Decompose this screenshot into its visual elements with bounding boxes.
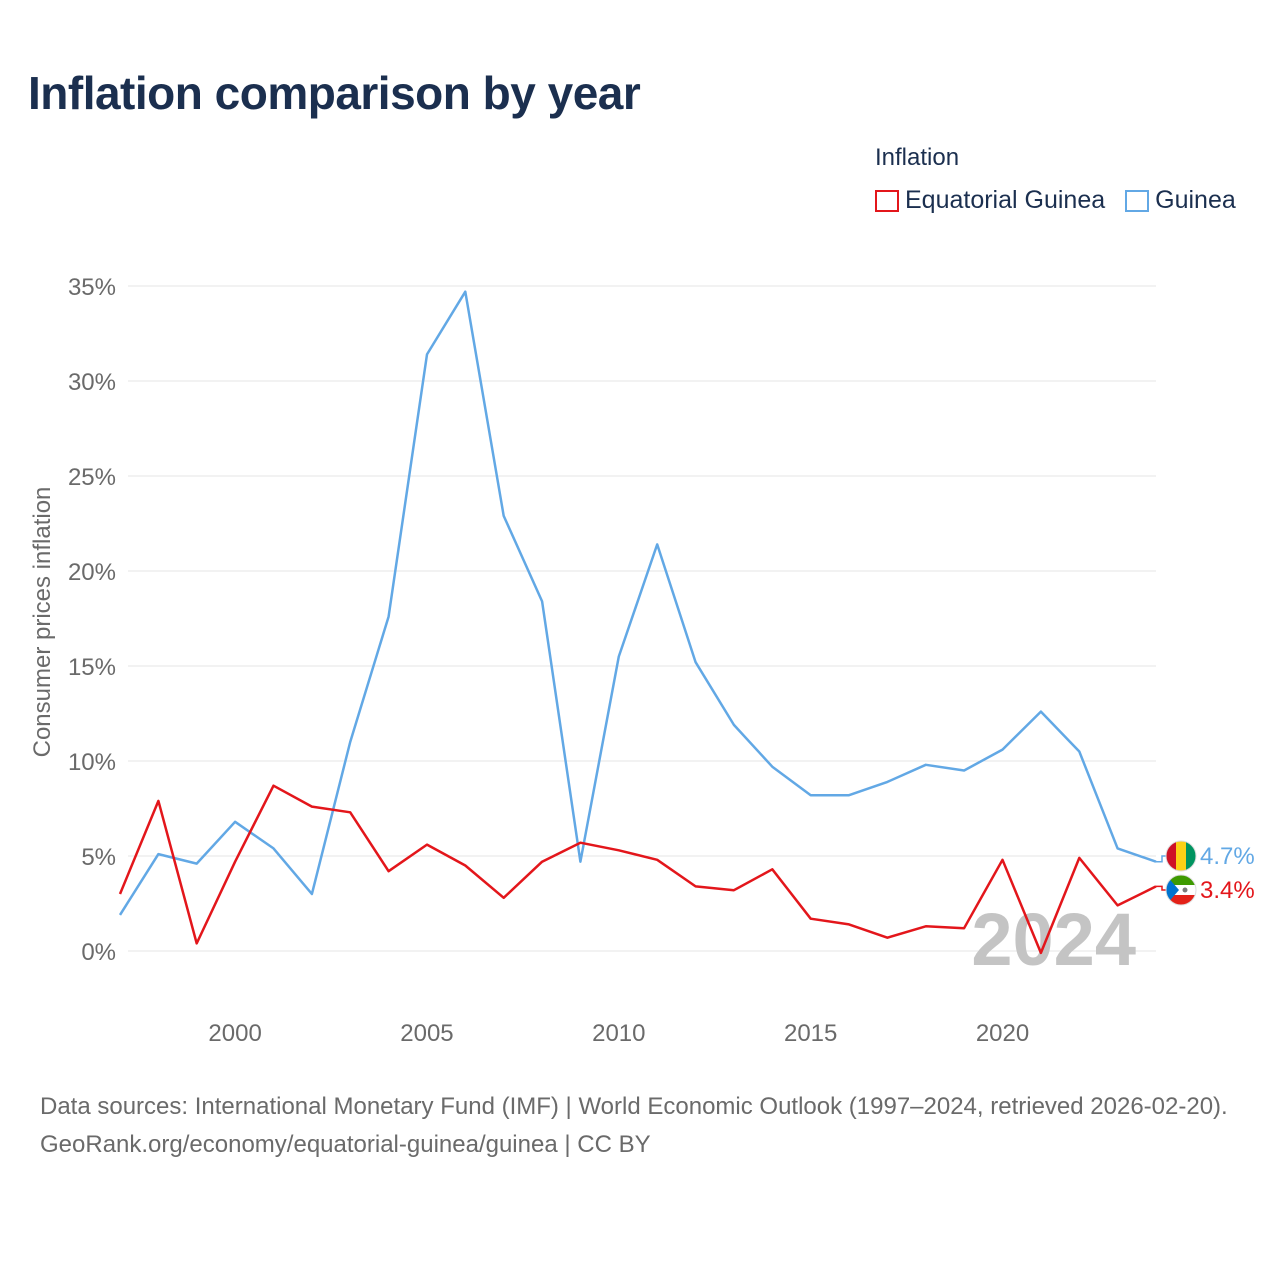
data-point-equatorial-guinea[interactable] — [385, 867, 393, 875]
y-tick-label: 30% — [68, 369, 116, 396]
data-point-guinea[interactable] — [538, 597, 546, 605]
data-point-equatorial-guinea[interactable] — [193, 939, 201, 947]
data-point-guinea[interactable] — [960, 767, 968, 775]
y-axis-label: Consumer prices inflation — [29, 487, 56, 758]
data-point-guinea[interactable] — [730, 721, 738, 729]
data-point-guinea[interactable] — [308, 890, 316, 898]
data-point-equatorial-guinea[interactable] — [845, 920, 853, 928]
y-tick-label: 5% — [81, 844, 116, 871]
year-watermark: 2024 — [971, 898, 1136, 981]
data-point-guinea[interactable] — [615, 653, 623, 661]
data-point-equatorial-guinea[interactable] — [154, 797, 162, 805]
end-value-label-guinea: 4.7% — [1200, 843, 1255, 870]
x-tick-label: 2020 — [976, 1020, 1029, 1047]
data-point-equatorial-guinea[interactable] — [308, 803, 316, 811]
x-tick-label: 2000 — [208, 1020, 261, 1047]
data-point-equatorial-guinea[interactable] — [615, 846, 623, 854]
data-point-guinea[interactable] — [193, 860, 201, 868]
data-point-guinea[interactable] — [461, 288, 469, 296]
grid-lines — [128, 285, 1156, 952]
data-point-guinea[interactable] — [346, 738, 354, 746]
data-point-guinea[interactable] — [883, 778, 891, 786]
end-connector-guinea — [1156, 855, 1166, 863]
series-line-equatorial-guinea[interactable] — [118, 784, 1157, 955]
data-point-equatorial-guinea[interactable] — [883, 934, 891, 942]
x-tick-label: 2005 — [400, 1020, 453, 1047]
legend-swatch-guinea — [1125, 189, 1150, 212]
legend-swatch-equatorial-guinea — [875, 189, 899, 212]
x-tick-label: 2015 — [784, 1020, 837, 1047]
data-point-equatorial-guinea[interactable] — [500, 894, 508, 902]
data-point-guinea[interactable] — [845, 791, 853, 799]
data-point-equatorial-guinea[interactable] — [576, 839, 584, 847]
data-point-guinea[interactable] — [385, 613, 393, 621]
footer: Data sources: International Monetary Fun… — [40, 1088, 1250, 1164]
data-point-equatorial-guinea[interactable] — [768, 865, 776, 873]
data-point-guinea[interactable] — [768, 763, 776, 771]
data-point-equatorial-guinea[interactable] — [922, 922, 930, 930]
data-point-guinea[interactable] — [922, 761, 930, 769]
data-point-guinea[interactable] — [1114, 844, 1122, 852]
legend-label-guinea: Guinea — [1155, 186, 1236, 214]
data-point-guinea[interactable] — [999, 746, 1007, 754]
data-point-equatorial-guinea[interactable] — [960, 924, 968, 932]
data-point-equatorial-guinea[interactable] — [461, 862, 469, 870]
y-axis-ticks: 0% 5% 10% 15% 20% 25% 30% 35% — [68, 274, 116, 966]
end-connector-equatorial-guinea — [1156, 885, 1166, 891]
y-tick-label: 20% — [68, 559, 116, 586]
data-point-guinea[interactable] — [653, 540, 661, 548]
data-point-equatorial-guinea[interactable] — [1114, 901, 1122, 909]
flag-icon-guinea — [1165, 840, 1197, 872]
y-tick-label: 25% — [68, 464, 116, 491]
data-point-equatorial-guinea[interactable] — [653, 856, 661, 864]
data-point-equatorial-guinea[interactable] — [730, 886, 738, 894]
end-value-label-equatorial-guinea: 3.4% — [1200, 877, 1255, 904]
flag-icon-equatorial-guinea — [1165, 874, 1197, 906]
data-point-equatorial-guinea[interactable] — [231, 858, 239, 866]
data-point-guinea[interactable] — [500, 512, 508, 520]
data-point-guinea[interactable] — [116, 911, 124, 919]
legend-item-guinea[interactable]: Guinea — [1125, 186, 1236, 215]
data-point-equatorial-guinea[interactable] — [116, 890, 124, 898]
attribution-link[interactable]: GeoRank.org/economy/equatorial-guinea/gu… — [40, 1131, 651, 1158]
data-sources: Data sources: International Monetary Fun… — [40, 1093, 1228, 1120]
data-point-guinea[interactable] — [423, 350, 431, 358]
data-point-guinea[interactable] — [231, 818, 239, 826]
x-axis-ticks: 2000 2005 2010 2015 2020 — [208, 1020, 1029, 1047]
data-point-equatorial-guinea[interactable] — [1037, 949, 1045, 957]
y-tick-label: 35% — [68, 274, 116, 301]
data-point-equatorial-guinea[interactable] — [346, 808, 354, 816]
y-tick-label: 15% — [68, 654, 116, 681]
chart-title: Inflation comparison by year — [28, 67, 641, 119]
series-lines — [116, 288, 1157, 957]
legend-title: Inflation — [875, 144, 960, 171]
series-line-guinea[interactable] — [118, 290, 1157, 916]
data-point-guinea[interactable] — [1075, 748, 1083, 756]
y-tick-label: 0% — [81, 939, 116, 966]
line-chart: 0%5%10%15%20%25%30%35% 2000 2005 2010 2015 2… — [29, 274, 1255, 1047]
data-point-equatorial-guinea[interactable] — [692, 882, 700, 890]
legend: Equatorial Guinea Guinea — [875, 186, 1236, 215]
data-point-equatorial-guinea[interactable] — [538, 858, 546, 866]
data-point-guinea[interactable] — [692, 658, 700, 666]
data-point-guinea[interactable] — [269, 844, 277, 852]
data-point-equatorial-guinea[interactable] — [1075, 854, 1083, 862]
data-point-equatorial-guinea[interactable] — [269, 782, 277, 790]
data-point-equatorial-guinea[interactable] — [423, 841, 431, 849]
data-point-equatorial-guinea[interactable] — [999, 856, 1007, 864]
y-tick-label: 10% — [68, 749, 116, 776]
x-tick-label: 2010 — [592, 1020, 645, 1047]
legend-label-equatorial-guinea: Equatorial Guinea — [905, 186, 1106, 214]
legend-item-equatorial-guinea[interactable]: Equatorial Guinea — [875, 186, 1105, 215]
data-point-guinea[interactable] — [154, 850, 162, 858]
data-point-guinea[interactable] — [1037, 708, 1045, 716]
data-point-equatorial-guinea[interactable] — [807, 915, 815, 923]
series-end-markers: 4.7% 3.4% — [1156, 840, 1255, 906]
data-point-guinea[interactable] — [576, 858, 584, 866]
data-point-guinea[interactable] — [807, 791, 815, 799]
